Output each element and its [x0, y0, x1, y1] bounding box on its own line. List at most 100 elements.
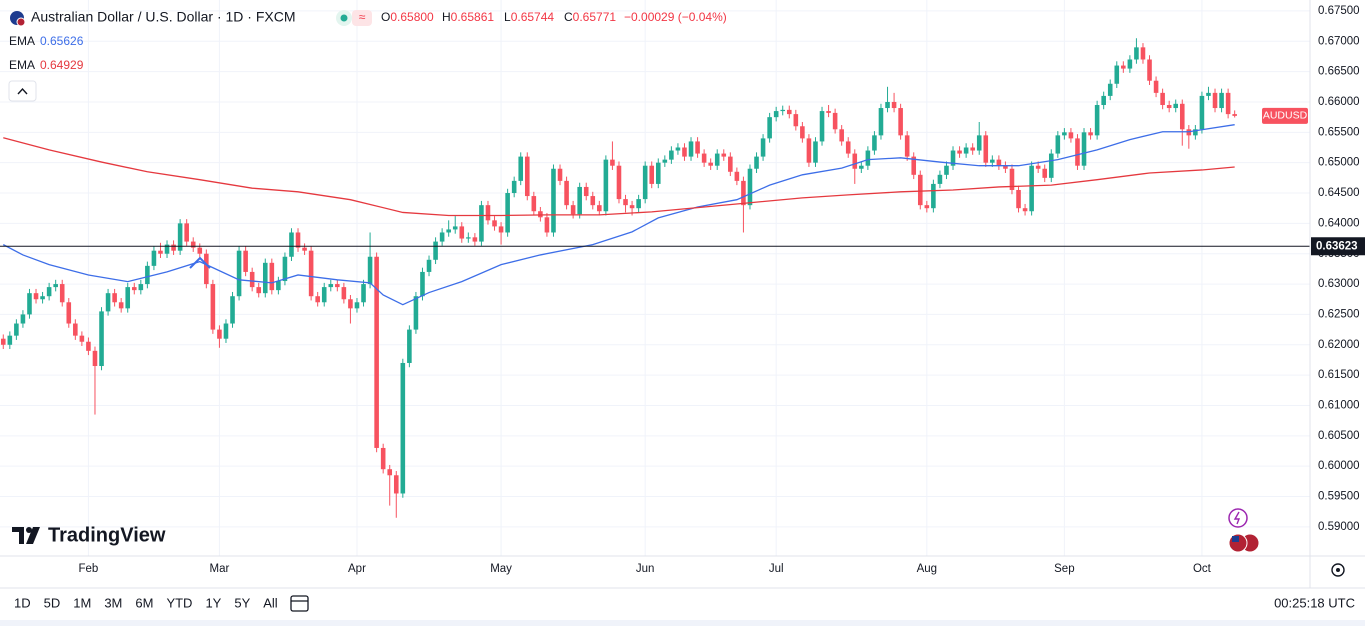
- range-button[interactable]: 1M: [73, 595, 91, 610]
- x-tick-label: Feb: [79, 563, 99, 575]
- candle-body: [367, 256, 373, 285]
- candle-body: [721, 153, 727, 157]
- candle-body: [629, 205, 635, 209]
- candle-body: [557, 168, 563, 181]
- candle-body: [845, 141, 851, 154]
- flag-icon: [16, 17, 26, 27]
- candle-body: [204, 253, 209, 285]
- candle-body: [885, 101, 890, 109]
- range-button[interactable]: All: [263, 595, 278, 610]
- candle-body: [125, 287, 131, 309]
- candle-body: [603, 159, 609, 212]
- candle-body: [276, 281, 281, 291]
- candle-body: [164, 244, 170, 254]
- event-icon[interactable]: [1228, 508, 1248, 528]
- y-tick-label: 0.64500: [1318, 187, 1360, 199]
- ema-line: [3, 137, 1235, 217]
- date-range-button[interactable]: [290, 595, 309, 612]
- candle-body: [754, 156, 759, 169]
- candle-body: [407, 329, 412, 363]
- range-button[interactable]: 1Y: [205, 595, 221, 610]
- candle-body: [819, 111, 825, 142]
- bottom-strip: [0, 620, 1365, 626]
- candle-body: [138, 284, 144, 291]
- candle-body: [747, 168, 753, 206]
- symbol-badge: [1262, 107, 1308, 124]
- status-dot: [340, 14, 348, 22]
- range-button[interactable]: 3M: [104, 595, 122, 610]
- candle-body: [1062, 132, 1067, 136]
- candle-body: [269, 262, 275, 291]
- candle-body: [485, 205, 491, 221]
- drawing-arrow[interactable]: [189, 256, 211, 269]
- candle-body: [433, 241, 438, 260]
- range-button[interactable]: 5Y: [234, 595, 250, 610]
- candle-body: [249, 271, 255, 288]
- axes: 0.59000 0.59500 0.60000 0.60500 0.61000 0.615…: [79, 5, 1365, 575]
- candle-body: [256, 287, 262, 294]
- legend-name[interactable]: EMA: [9, 34, 35, 48]
- candle-body: [190, 241, 196, 248]
- candle-body: [872, 135, 877, 151]
- y-tick-label: 0.59500: [1318, 491, 1360, 503]
- candle-body: [898, 108, 903, 136]
- range-button[interactable]: 6M: [135, 595, 153, 610]
- range-button[interactable]: 5D: [44, 595, 61, 610]
- candle-body: [655, 162, 661, 184]
- y-tick-label: 0.67000: [1318, 35, 1360, 47]
- candle-body: [1173, 103, 1179, 109]
- x-tick-label: Jun: [636, 563, 655, 575]
- candle-body: [642, 165, 648, 200]
- candle-body: [361, 284, 366, 303]
- candle-body: [33, 293, 39, 300]
- ohlc-value: 0.65744: [511, 10, 555, 24]
- legend-name[interactable]: EMA: [9, 58, 35, 72]
- candle-body: [544, 217, 550, 233]
- candle-body: [990, 159, 995, 163]
- y-tick-label: 0.60000: [1318, 460, 1360, 472]
- brand-logo: TradingView: [12, 524, 166, 546]
- candle-body: [1068, 132, 1074, 139]
- candle-body: [1206, 92, 1211, 96]
- candle-body: [1088, 132, 1093, 136]
- candle-body: [53, 284, 58, 288]
- y-tick-label: 0.59000: [1318, 521, 1360, 533]
- event-glyph: [1233, 511, 1241, 525]
- x-tick-label: Apr: [348, 563, 366, 575]
- candle-body: [800, 126, 805, 139]
- candle-body: [335, 284, 340, 288]
- candle-body: [904, 135, 910, 157]
- candle-body: [1003, 165, 1008, 169]
- candle-body: [911, 156, 917, 175]
- candle-body: [420, 271, 425, 297]
- candle-body: [826, 111, 831, 113]
- candle-body: [7, 335, 13, 345]
- candle-body: [511, 180, 517, 194]
- candle-body: [374, 256, 379, 448]
- menu-icon: ≈: [359, 10, 366, 24]
- range-button[interactable]: 1D: [14, 595, 31, 610]
- candle-body: [878, 108, 884, 136]
- candle-body: [1121, 65, 1126, 69]
- candle-body: [682, 147, 687, 157]
- candle-body: [963, 147, 969, 154]
- settings-button[interactable]: [1331, 563, 1345, 577]
- candle-body: [145, 265, 150, 285]
- x-tick-label: May: [490, 563, 512, 575]
- candle-body: [295, 232, 301, 248]
- candle-body: [924, 205, 930, 209]
- candle-body: [1212, 92, 1218, 109]
- hline-label: 0.63623: [1316, 240, 1358, 252]
- candle-body: [931, 183, 936, 209]
- candle-body: [380, 447, 386, 470]
- candle-body: [131, 287, 137, 291]
- candle-body: [983, 135, 989, 163]
- candle-body: [1107, 83, 1113, 96]
- collapse-button[interactable]: [8, 80, 37, 102]
- range-button[interactable]: YTD: [166, 595, 192, 610]
- settings-icon: [1336, 568, 1340, 572]
- candle-body: [112, 293, 117, 303]
- candle-body: [524, 156, 530, 197]
- menu-button[interactable]: [352, 10, 372, 26]
- candle-body: [328, 284, 334, 288]
